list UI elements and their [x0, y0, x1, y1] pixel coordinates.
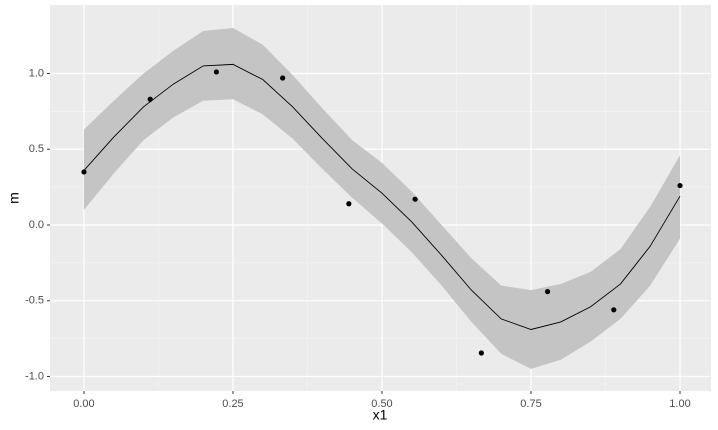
- x-tick-label: 1.00: [669, 398, 690, 410]
- x-axis-title: x1: [373, 407, 388, 423]
- y-tick-label: 1.0: [29, 67, 44, 79]
- point: [544, 289, 551, 295]
- y-axis-title: m: [6, 192, 22, 204]
- smooth-line: [83, 63, 681, 330]
- point: [412, 196, 418, 202]
- point: [280, 75, 286, 81]
- x-tick-label: 0.00: [73, 398, 94, 410]
- y-tick-label: 0.0: [29, 219, 44, 231]
- point: [677, 182, 683, 189]
- point: [478, 350, 484, 356]
- x-tick-label: 0.25: [222, 398, 243, 410]
- y-tick-label: -1.0: [25, 370, 44, 382]
- x-tick-label: 0.50: [371, 398, 392, 410]
- point: [611, 307, 617, 313]
- confidence-band: [83, 28, 681, 369]
- point: [213, 69, 220, 75]
- point: [147, 96, 153, 102]
- y-tick-label: 0.5: [29, 143, 44, 155]
- y-tick-label: -0.5: [25, 295, 44, 307]
- x-tick-label: 0.75: [520, 398, 541, 410]
- point: [346, 201, 352, 207]
- point: [81, 169, 87, 175]
